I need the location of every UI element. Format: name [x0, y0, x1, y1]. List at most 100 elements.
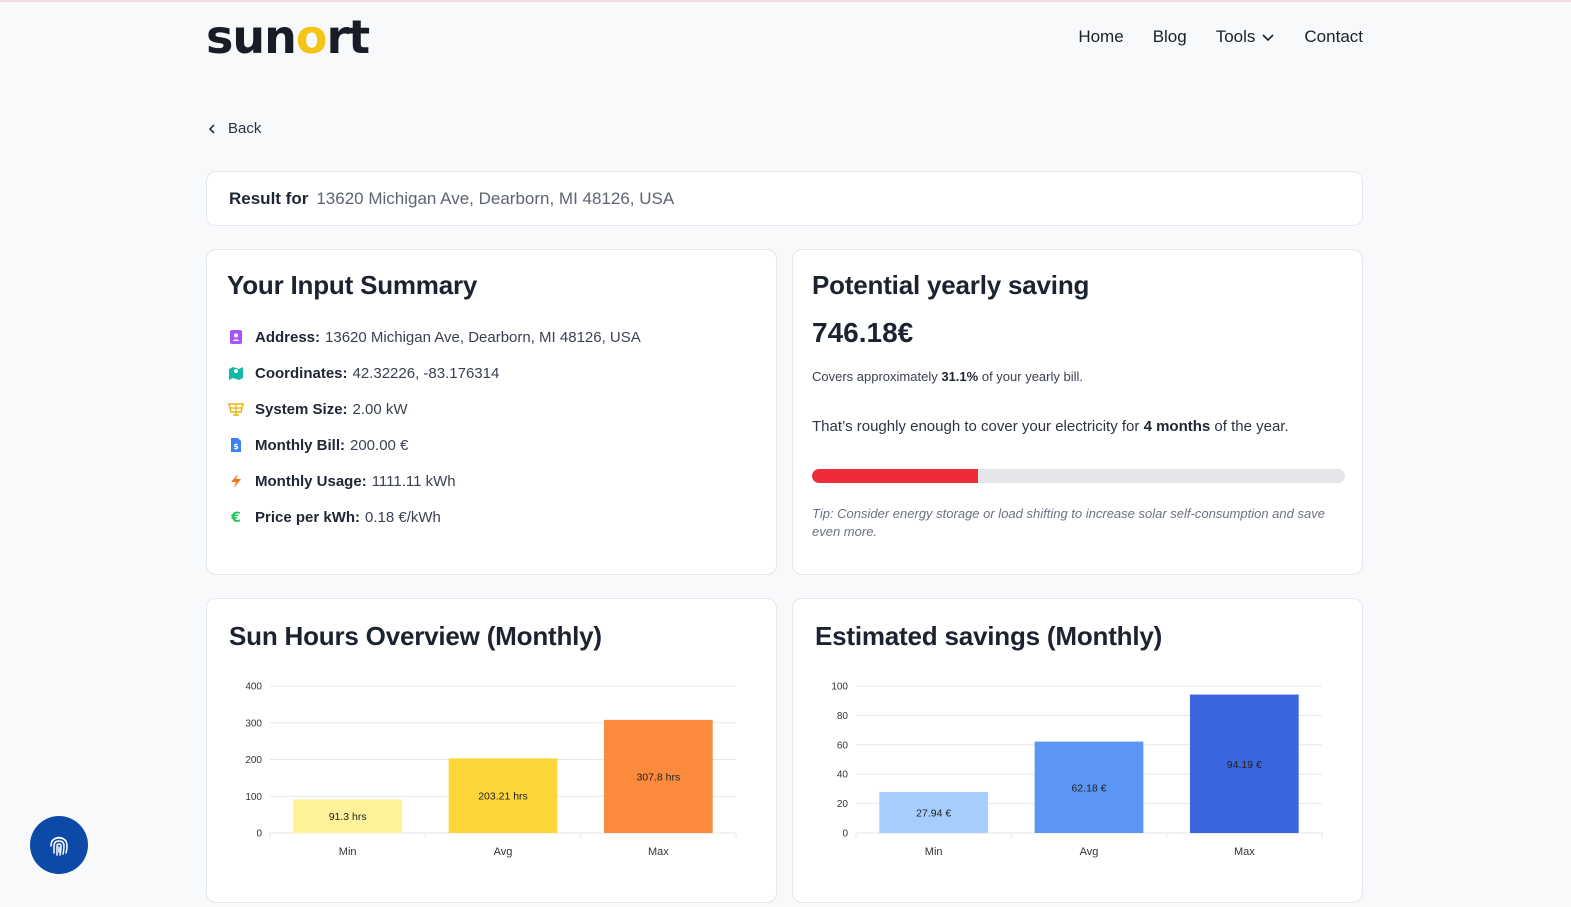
- logo-text-2: rt: [326, 10, 371, 64]
- saving-progress-fill: [812, 469, 978, 483]
- x-tick-label: Max: [1234, 846, 1255, 858]
- y-tick-label: 80: [837, 711, 849, 722]
- saving-title: Potential yearly saving: [812, 270, 1090, 300]
- summary-item-monthly-bill: $ Monthly Bill: 200.00 €: [227, 427, 756, 463]
- chevron-left-icon: [208, 123, 215, 134]
- summary-item-monthly-usage: Monthly Usage: 1111.11 kWh: [227, 463, 756, 499]
- contact-book-icon: [227, 328, 245, 346]
- main-nav: Home Blog Tools Contact: [1078, 27, 1363, 47]
- back-link[interactable]: Back: [206, 120, 261, 137]
- x-tick-label: Avg: [1080, 846, 1099, 858]
- roughly-pre: That’s roughly enough to cover your elec…: [812, 418, 1140, 435]
- summary-title: Your Input Summary: [227, 270, 478, 300]
- summary-item-system-size: System Size: 2.00 kW: [227, 391, 756, 427]
- roughly-months: 4 months: [1143, 418, 1211, 435]
- nav-tools[interactable]: Tools: [1216, 27, 1276, 47]
- bar-max[interactable]: [1189, 694, 1299, 833]
- summary-value: 42.32226, -83.176314: [352, 364, 500, 382]
- nav-tools-label: Tools: [1215, 27, 1256, 46]
- logo-text-o: o: [295, 10, 328, 64]
- nav-contact-label: Contact: [1304, 27, 1363, 46]
- savings-chart-title: Estimated savings (Monthly): [815, 621, 1163, 651]
- back-label: Back: [228, 120, 262, 137]
- x-tick-label: Avg: [494, 846, 513, 858]
- bill-icon: $: [227, 436, 245, 454]
- nav-blog[interactable]: Blog: [1153, 27, 1187, 47]
- input-summary-card: Your Input Summary Address: 13620 Michig…: [206, 249, 777, 575]
- x-tick-label: Min: [925, 846, 943, 858]
- sun-hours-chart-title: Sun Hours Overview (Monthly): [229, 621, 602, 651]
- result-bar: Result for 13620 Michigan Ave, Dearborn,…: [206, 171, 1363, 226]
- sun-hours-chart: 0 100 200 300 400 91.3 hrs Min 203.21 hrs Avg 307…: [245, 682, 737, 858]
- solar-panel-icon: [227, 400, 245, 418]
- y-tick-label: 60: [837, 740, 849, 751]
- summary-item-price-per-kwh: € Price per kWh: 0.18 €/kWh: [227, 499, 756, 535]
- y-tick-label: 200: [245, 755, 262, 766]
- sun-hours-chart-card: Sun Hours Overview (Monthly) 0 100 200 300 4…: [206, 598, 777, 903]
- summary-value: 0.18 €/kWh: [365, 508, 441, 526]
- savings-chart: 0 20 40 60 80 100 27.94 € Min 62.18 € Avg 94.19 € M…: [831, 682, 1323, 858]
- summary-list: Address: 13620 Michigan Ave, Dearborn, M…: [227, 319, 756, 535]
- bar-data-label: 91.3 hrs: [329, 811, 367, 823]
- nav-blog-label: Blog: [1152, 27, 1187, 46]
- saving-tip: Tip: Consider energy storage or load shi…: [812, 506, 1325, 539]
- y-tick-label: 40: [837, 770, 849, 781]
- summary-value: 2.00 kW: [352, 400, 408, 418]
- result-address: 13620 Michigan Ave, Dearborn, MI 48126, …: [316, 188, 675, 208]
- bar-avg[interactable]: [1034, 741, 1144, 833]
- bar-data-label: 307.8 hrs: [636, 771, 680, 783]
- svg-text:$: $: [233, 442, 239, 451]
- summary-value: 1111.11 kWh: [371, 472, 456, 490]
- bar-data-label: 62.18 €: [1071, 782, 1106, 794]
- x-tick-label: Min: [339, 846, 357, 858]
- bar-max[interactable]: [603, 719, 713, 833]
- fingerprint-icon: [50, 836, 68, 856]
- y-tick-label: 0: [842, 829, 848, 840]
- y-tick-label: 100: [245, 792, 262, 803]
- bar-min[interactable]: [879, 791, 989, 833]
- saving-progress-bar: [812, 469, 1345, 483]
- bar-data-label: 203.21 hrs: [478, 791, 528, 803]
- summary-label: System Size:: [255, 400, 348, 418]
- roughly-post: of the year.: [1214, 418, 1289, 435]
- bar-data-label: 94.19 €: [1227, 759, 1262, 771]
- y-tick-label: 400: [245, 682, 262, 693]
- roughly-text: That’s roughly enough to cover your elec…: [812, 418, 1343, 435]
- summary-label: Price per kWh:: [255, 508, 361, 526]
- map-icon: [227, 364, 245, 382]
- summary-value: 200.00 €: [350, 436, 409, 454]
- logo[interactable]: sunort: [206, 14, 370, 60]
- logo-text-1: sun: [206, 10, 297, 64]
- result-label: Result for: [229, 188, 309, 208]
- lightning-icon: [227, 472, 245, 490]
- nav-contact[interactable]: Contact: [1304, 27, 1363, 47]
- summary-value: 13620 Michigan Ave, Dearborn, MI 48126, …: [325, 328, 641, 346]
- summary-item-coordinates: Coordinates: 42.32226, -83.176314: [227, 355, 756, 391]
- x-tick-label: Max: [648, 846, 669, 858]
- fingerprint-button[interactable]: [30, 816, 88, 874]
- nav-home-label: Home: [1078, 27, 1124, 46]
- saving-amount: 746.18€: [812, 317, 914, 348]
- summary-label: Monthly Bill:: [255, 436, 345, 454]
- summary-label: Coordinates:: [255, 364, 348, 382]
- summary-label: Address:: [255, 328, 321, 346]
- chevron-down-icon: [1262, 34, 1274, 42]
- nav-home[interactable]: Home: [1078, 27, 1123, 47]
- summary-item-address: Address: 13620 Michigan Ave, Dearborn, M…: [227, 319, 756, 355]
- y-tick-label: 300: [245, 718, 262, 729]
- y-tick-label: 100: [831, 682, 848, 693]
- covers-post: of your yearly bill.: [981, 369, 1083, 384]
- svg-text:€: €: [230, 510, 241, 525]
- covers-text: Covers approximately 31.1% of your yearl…: [812, 369, 1343, 384]
- top-accent-line: [0, 0, 1571, 2]
- yearly-saving-card: Potential yearly saving 746.18€ Covers a…: [792, 249, 1363, 575]
- savings-chart-card: Estimated savings (Monthly) 0 20 40 60 80 100…: [792, 598, 1363, 903]
- bar-min[interactable]: [293, 799, 403, 833]
- site-header: sunort Home Blog Tools Contact: [206, 12, 1363, 62]
- covers-percent: 31.1%: [941, 369, 979, 384]
- covers-pre: Covers approximately: [812, 369, 938, 384]
- bar-avg[interactable]: [448, 758, 558, 833]
- y-tick-label: 0: [256, 829, 262, 840]
- euro-icon: €: [227, 508, 245, 526]
- y-tick-label: 20: [837, 799, 849, 810]
